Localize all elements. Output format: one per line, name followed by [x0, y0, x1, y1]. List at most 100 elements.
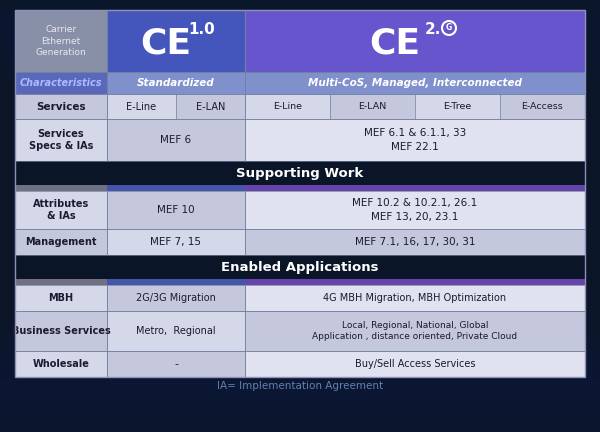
- Text: Attributes
& IAs: Attributes & IAs: [33, 199, 89, 222]
- Text: IA= Implementation Agreement: IA= Implementation Agreement: [217, 381, 383, 391]
- Text: Enabled Applications: Enabled Applications: [221, 260, 379, 273]
- Text: Buy/Sell Access Services: Buy/Sell Access Services: [355, 359, 475, 369]
- Bar: [0, 65, 600, 95]
- Bar: [0, 350, 600, 410]
- Bar: [415, 94, 500, 119]
- Bar: [0, 300, 600, 360]
- Text: G: G: [446, 23, 452, 32]
- Bar: [107, 279, 245, 285]
- Bar: [0, 345, 600, 405]
- Bar: [0, 375, 600, 432]
- Bar: [15, 94, 107, 119]
- Bar: [0, 0, 600, 30]
- Text: Standardized: Standardized: [137, 78, 215, 88]
- Text: E-Tree: E-Tree: [443, 102, 472, 111]
- Bar: [15, 10, 107, 72]
- Text: MEF 10: MEF 10: [157, 205, 195, 215]
- Text: MEF 6.1 & 6.1.1, 33
MEF 22.1: MEF 6.1 & 6.1.1, 33 MEF 22.1: [364, 128, 466, 152]
- Text: 2.: 2.: [425, 22, 441, 36]
- Bar: [0, 380, 600, 432]
- Bar: [107, 10, 245, 72]
- Bar: [107, 229, 245, 255]
- Text: 4G MBH Migration, MBH Optimization: 4G MBH Migration, MBH Optimization: [323, 293, 506, 303]
- Bar: [0, 315, 600, 375]
- Bar: [0, 90, 600, 120]
- Bar: [0, 20, 600, 50]
- Bar: [15, 119, 107, 161]
- Bar: [15, 185, 107, 191]
- Bar: [0, 320, 600, 380]
- Bar: [0, 50, 600, 80]
- Bar: [0, 55, 600, 85]
- Text: E-Line: E-Line: [273, 102, 302, 111]
- Bar: [245, 10, 585, 72]
- Text: -: -: [174, 359, 178, 369]
- Bar: [245, 311, 585, 351]
- Text: Characteristics: Characteristics: [20, 78, 102, 88]
- Bar: [107, 72, 245, 94]
- Bar: [0, 80, 600, 110]
- Text: Multi-CoS, Managed, Interconnected: Multi-CoS, Managed, Interconnected: [308, 78, 522, 88]
- Bar: [107, 351, 245, 377]
- Bar: [15, 72, 107, 94]
- Bar: [330, 94, 415, 119]
- Bar: [245, 229, 585, 255]
- Text: Business Services: Business Services: [11, 326, 110, 336]
- Bar: [0, 10, 600, 40]
- Bar: [245, 94, 585, 119]
- Bar: [0, 335, 600, 395]
- Bar: [245, 185, 585, 191]
- Text: Management: Management: [25, 237, 97, 247]
- Text: Services
Specs & IAs: Services Specs & IAs: [29, 129, 93, 151]
- Bar: [107, 311, 245, 351]
- Bar: [0, 290, 600, 350]
- Bar: [245, 285, 585, 311]
- Text: E-LAN: E-LAN: [358, 102, 386, 111]
- Bar: [245, 119, 585, 161]
- Bar: [0, 40, 600, 70]
- Text: Carrier
Ethernet
Generation: Carrier Ethernet Generation: [35, 25, 86, 57]
- Bar: [107, 229, 245, 255]
- Bar: [15, 351, 107, 377]
- Bar: [0, 5, 600, 35]
- Bar: [15, 229, 107, 255]
- Text: E-Access: E-Access: [521, 102, 563, 111]
- Text: 2G/3G Migration: 2G/3G Migration: [136, 293, 216, 303]
- Bar: [15, 72, 107, 94]
- Bar: [245, 351, 585, 377]
- Bar: [15, 229, 107, 255]
- Bar: [0, 35, 600, 65]
- Bar: [107, 191, 245, 229]
- Bar: [0, 60, 600, 90]
- Text: E-LAN: E-LAN: [196, 102, 225, 111]
- Bar: [0, 360, 600, 420]
- Text: E-Line: E-Line: [127, 102, 157, 111]
- Bar: [0, 325, 600, 385]
- Bar: [15, 191, 107, 229]
- Text: MBH: MBH: [49, 293, 74, 303]
- Bar: [245, 351, 585, 377]
- Text: CE: CE: [140, 26, 191, 60]
- Bar: [0, 330, 600, 390]
- Bar: [0, 340, 600, 400]
- Bar: [0, 75, 600, 105]
- Bar: [107, 72, 245, 94]
- Bar: [15, 255, 585, 279]
- Bar: [107, 191, 245, 229]
- Bar: [245, 72, 585, 94]
- Bar: [245, 119, 585, 161]
- Bar: [107, 285, 245, 311]
- Text: Metro,  Regional: Metro, Regional: [136, 326, 216, 336]
- Bar: [0, 355, 600, 415]
- Text: 1.0: 1.0: [188, 22, 215, 36]
- Bar: [15, 311, 107, 351]
- Bar: [176, 94, 245, 119]
- Bar: [15, 285, 107, 311]
- Bar: [0, 365, 600, 425]
- Bar: [245, 10, 585, 72]
- Bar: [245, 279, 585, 285]
- Text: CE: CE: [370, 26, 421, 60]
- Bar: [245, 72, 585, 94]
- Bar: [15, 279, 107, 285]
- Bar: [107, 94, 245, 119]
